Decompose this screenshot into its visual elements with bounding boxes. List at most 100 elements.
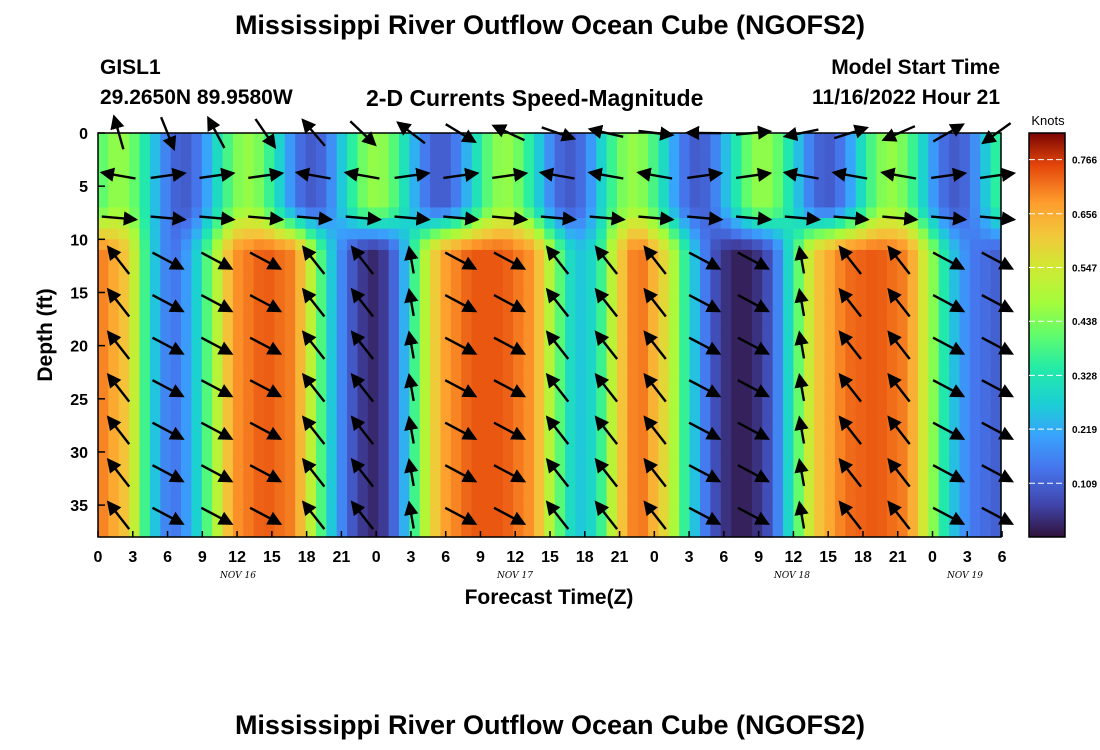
heatmap-cell [284, 483, 296, 496]
current-arrow [350, 287, 375, 318]
current-arrow [249, 421, 283, 440]
heatmap-cell [762, 462, 774, 474]
x-tick-label: 18 [298, 549, 316, 566]
heatmap-cell [243, 441, 255, 453]
heatmap-cell [419, 207, 431, 219]
heatmap-cell [201, 260, 213, 272]
heatmap-cell [201, 356, 213, 368]
heatmap-cell [741, 441, 753, 453]
heatmap-cell [544, 143, 556, 155]
heatmap-cell [637, 345, 649, 357]
heatmap-cell [876, 281, 888, 294]
heatmap-cell [149, 313, 161, 325]
heatmap-cell [565, 335, 577, 347]
heatmap-cell [388, 366, 400, 379]
heatmap-cell [980, 324, 992, 336]
heatmap-cell [243, 154, 255, 166]
heatmap-cell [876, 164, 888, 177]
heatmap-cell [98, 175, 109, 187]
heatmap-cell [471, 526, 483, 538]
heatmap-cell [430, 462, 442, 474]
heatmap-cell [824, 398, 836, 411]
heatmap-cell [554, 388, 566, 400]
heatmap-cell [129, 366, 141, 379]
heatmap-cell [399, 451, 410, 464]
heatmap-cell [565, 303, 577, 315]
heatmap-cell [855, 186, 867, 198]
heatmap-cell [367, 505, 379, 517]
heatmap-cell [886, 430, 898, 442]
heatmap-cell [803, 207, 815, 219]
current-arrow [737, 421, 771, 440]
heatmap-cell [855, 143, 867, 155]
heatmap-cell [616, 335, 628, 347]
heatmap-cell [876, 228, 888, 240]
heatmap-cell [523, 218, 535, 230]
heatmap-cell [845, 388, 857, 400]
heatmap-cell [990, 409, 1002, 421]
heatmap-cell [326, 441, 338, 453]
heatmap-cell [347, 175, 359, 187]
current-arrow [249, 464, 283, 483]
colorbar-tick-label: 0.328 [1072, 371, 1097, 382]
heatmap-cell [347, 356, 359, 368]
heatmap-cell [378, 271, 390, 283]
heatmap-cell [814, 154, 826, 166]
current-arrow [887, 500, 911, 530]
heatmap-cell [897, 271, 909, 283]
heatmap-cell [990, 324, 1002, 336]
heatmap-cell [565, 292, 577, 304]
heatmap-cell [388, 303, 400, 315]
heatmap-cell [783, 175, 795, 187]
heatmap-cell [554, 281, 566, 294]
heatmap-cell [264, 281, 276, 294]
heatmap-cell [886, 218, 898, 230]
heatmap-cell [284, 356, 296, 368]
heatmap-cell [668, 260, 680, 272]
heatmap-cell [990, 335, 1002, 347]
heatmap-cell [139, 409, 151, 421]
current-arrow [150, 211, 187, 226]
heatmap-cell [751, 249, 763, 262]
heatmap-cell [917, 143, 929, 155]
heatmap-cell [938, 196, 950, 209]
current-arrow [643, 330, 667, 360]
heatmap-cell [264, 196, 276, 209]
heatmap-cell [814, 313, 826, 325]
heatmap-cell [149, 526, 161, 538]
current-arrow [594, 245, 619, 275]
heatmap-cell [326, 430, 338, 442]
heatmap-cell [824, 430, 836, 442]
heatmap-cell [928, 218, 940, 230]
heatmap-cell [450, 133, 462, 145]
heatmap-cell [419, 388, 431, 400]
heatmap-cell [700, 441, 711, 453]
heatmap-cell [544, 494, 556, 506]
heatmap-cell [139, 239, 151, 251]
heatmap-cell [430, 398, 442, 411]
heatmap-cell [544, 218, 556, 230]
heatmap-cell [845, 441, 857, 453]
heatmap-cell [731, 303, 743, 315]
heatmap-cell [533, 335, 545, 347]
heatmap-cell [585, 133, 597, 145]
heatmap-cell [388, 473, 400, 485]
heatmap-cell [212, 494, 224, 506]
heatmap-cell [938, 143, 950, 155]
heatmap-cell [357, 281, 369, 294]
heatmap-cell [108, 281, 120, 294]
heatmap-cell [264, 366, 276, 379]
heatmap-cell [720, 430, 732, 442]
heatmap-cell [98, 494, 109, 506]
heatmap-cell [907, 324, 919, 336]
heatmap-cell [897, 483, 909, 496]
heatmap-cell [969, 281, 981, 294]
current-arrow [350, 500, 375, 530]
x-tick-label: 9 [198, 549, 207, 566]
heatmap-cell [326, 186, 338, 198]
heatmap-cell [533, 515, 545, 527]
heatmap-cell [129, 420, 141, 432]
current-arrow [151, 379, 185, 398]
heatmap-cell [741, 303, 753, 315]
heatmap-cell [668, 281, 680, 294]
